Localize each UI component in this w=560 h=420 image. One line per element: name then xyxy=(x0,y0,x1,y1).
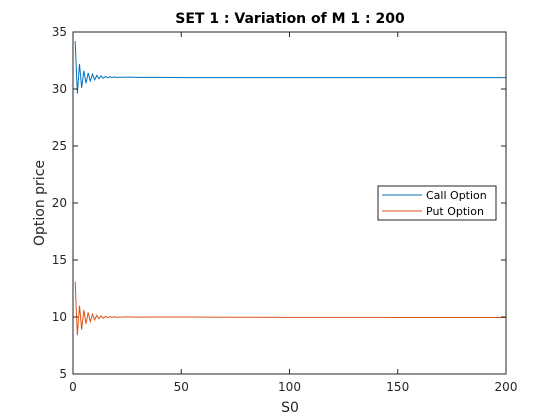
series-line-put-option xyxy=(74,281,506,336)
y-axis-label: Option price xyxy=(32,160,48,246)
y-tick-label: 35 xyxy=(52,25,67,39)
y-tick-label: 10 xyxy=(52,310,67,324)
legend-entry-put-option: Put Option xyxy=(426,205,484,218)
y-tick-label: 25 xyxy=(52,139,67,153)
series-line-call-option xyxy=(74,41,506,94)
x-axis-ticks: 0 50 100 150 200 xyxy=(69,32,517,394)
legend-box xyxy=(377,185,497,221)
x-tick-label: 0 xyxy=(69,380,77,394)
y-tick-label: 15 xyxy=(52,253,67,267)
legend-entry-call-option: Call Option xyxy=(426,189,487,202)
x-tick-label: 50 xyxy=(174,380,189,394)
y-tick-label: 20 xyxy=(52,196,67,210)
legend: Call Option Put Option xyxy=(377,185,497,221)
chart-title: SET 1 : Variation of M 1 : 200 xyxy=(175,11,405,27)
y-tick-label: 30 xyxy=(52,82,67,96)
series-layer xyxy=(74,41,506,336)
y-axis-ticks: 5 10 15 20 25 30 35 xyxy=(52,25,506,381)
x-tick-label: 150 xyxy=(386,380,409,394)
y-tick-label: 5 xyxy=(59,367,67,381)
x-tick-label: 100 xyxy=(278,380,301,394)
x-tick-label: 200 xyxy=(495,380,518,394)
x-axis-label: S0 xyxy=(281,400,299,416)
